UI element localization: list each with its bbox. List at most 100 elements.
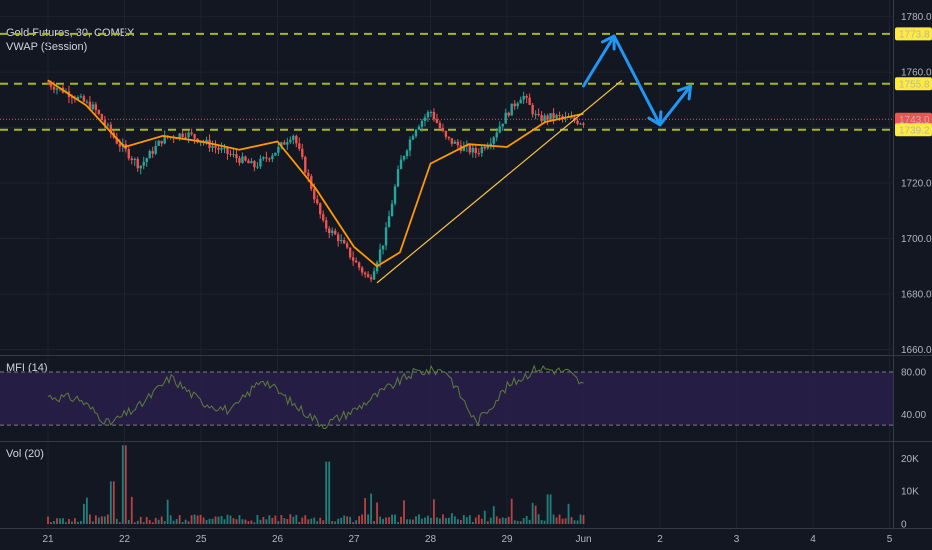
volume-bar bbox=[418, 514, 420, 524]
candle-body bbox=[88, 101, 92, 110]
volume-bar bbox=[480, 518, 483, 524]
volume-bar bbox=[543, 520, 546, 524]
candle-body bbox=[148, 151, 151, 159]
candle-body bbox=[501, 123, 504, 127]
volume-bar bbox=[199, 514, 202, 524]
volume-bar bbox=[334, 521, 337, 524]
volume-bar bbox=[427, 515, 429, 524]
volume-bar bbox=[301, 517, 304, 524]
time-tick-label: 3 bbox=[734, 534, 740, 545]
price-tick-label: 1680.0 bbox=[901, 289, 932, 300]
volume-bar bbox=[486, 521, 489, 524]
volume-bar bbox=[112, 481, 115, 524]
arrow-head-up-1 bbox=[601, 34, 616, 51]
volume-tick-label: 10K bbox=[901, 487, 919, 498]
volume-bar bbox=[337, 518, 340, 524]
candle-body bbox=[408, 139, 412, 151]
volume-bar bbox=[136, 520, 139, 524]
candle-body bbox=[46, 83, 50, 85]
volume-bar bbox=[74, 518, 76, 524]
candle-body bbox=[429, 112, 433, 114]
volume-bar bbox=[181, 521, 184, 524]
volume-bar bbox=[226, 514, 229, 524]
candle-body bbox=[420, 120, 424, 127]
candle-body bbox=[579, 123, 582, 125]
candle-body bbox=[115, 137, 119, 144]
volume-tick-label: 0 bbox=[901, 520, 907, 531]
candle-body bbox=[432, 112, 436, 120]
candle-body bbox=[519, 99, 522, 104]
candle-body bbox=[145, 158, 148, 163]
candle-body bbox=[331, 230, 334, 234]
volume-bar bbox=[492, 506, 495, 524]
volume-bar bbox=[130, 496, 133, 524]
volume-bar bbox=[373, 521, 375, 524]
candle-body bbox=[483, 146, 486, 149]
candle-body bbox=[438, 122, 442, 129]
candle-body bbox=[193, 134, 196, 139]
volume-bar bbox=[106, 514, 109, 524]
volume-bar bbox=[555, 517, 558, 524]
volume-bar bbox=[504, 518, 507, 524]
volume-bar bbox=[439, 518, 441, 524]
candle-body bbox=[283, 142, 286, 145]
candle-body bbox=[238, 158, 241, 163]
volume-bar bbox=[436, 517, 438, 524]
volume-bar bbox=[346, 516, 349, 524]
candle-body bbox=[325, 220, 328, 229]
volume-bar bbox=[546, 494, 549, 524]
volume-bar bbox=[85, 497, 88, 524]
mfi-legend: MFI (14) bbox=[6, 362, 48, 374]
candle-body bbox=[417, 126, 421, 130]
candle-body bbox=[256, 166, 259, 168]
volume-bar bbox=[519, 521, 522, 524]
candle-body bbox=[486, 145, 489, 149]
volume-bar bbox=[259, 519, 262, 524]
level-badge bbox=[895, 27, 932, 41]
volume-bar bbox=[115, 518, 118, 524]
volume-bar bbox=[498, 518, 501, 524]
volume-tick-label: 20K bbox=[901, 454, 919, 465]
volume-bar bbox=[235, 519, 238, 524]
time-tick-label: 25 bbox=[195, 534, 207, 545]
time-tick-label: 22 bbox=[119, 534, 131, 545]
volume-bar bbox=[238, 515, 241, 524]
candle-body bbox=[250, 161, 253, 164]
volume-bar bbox=[286, 519, 289, 524]
arrow-head-down bbox=[647, 110, 663, 127]
candle-body bbox=[369, 277, 373, 280]
volume-bar bbox=[570, 517, 573, 524]
volume-bar bbox=[88, 514, 91, 524]
candle-body bbox=[97, 110, 101, 115]
volume-bar bbox=[412, 519, 414, 524]
candle-body bbox=[582, 123, 585, 125]
volume-bar bbox=[441, 514, 444, 524]
candle-body bbox=[525, 95, 528, 98]
volume-bar bbox=[166, 499, 169, 524]
mfi-tick-label: 80.00 bbox=[901, 367, 926, 378]
volume-bar bbox=[495, 516, 498, 524]
candle-body bbox=[561, 115, 564, 118]
volume-bar bbox=[471, 521, 474, 524]
volume-bar bbox=[157, 519, 160, 524]
time-tick-label: 26 bbox=[272, 534, 284, 545]
candle-body bbox=[468, 145, 472, 153]
volume-bar bbox=[256, 515, 259, 524]
vol-legend: Vol (20) bbox=[6, 448, 44, 460]
volume-bar bbox=[552, 514, 555, 524]
volume-bar bbox=[220, 516, 223, 524]
volume-bar bbox=[468, 515, 471, 524]
volume-bar bbox=[262, 516, 265, 524]
candle-body bbox=[489, 143, 492, 146]
candle-body bbox=[402, 156, 406, 160]
volume-bar bbox=[244, 519, 247, 524]
volume-bar bbox=[331, 521, 334, 524]
volume-bar bbox=[430, 517, 432, 524]
volume-bar bbox=[172, 520, 175, 524]
candle-body bbox=[537, 113, 540, 116]
time-tick-label: 28 bbox=[425, 534, 437, 545]
candle-body bbox=[531, 104, 534, 115]
volume-bar bbox=[406, 519, 408, 524]
volume-bar bbox=[549, 494, 552, 524]
